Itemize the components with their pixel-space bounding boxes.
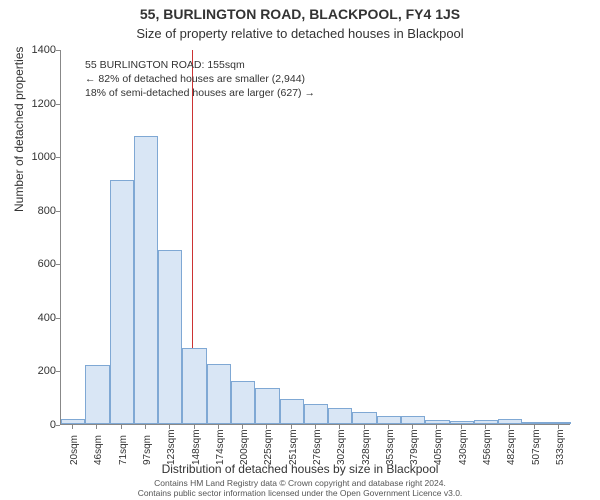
y-tick-label: 1000 <box>16 151 56 163</box>
y-tick-label: 0 <box>16 419 56 431</box>
x-tick-mark <box>461 425 462 429</box>
x-tick-label: 225sqm <box>263 429 274 465</box>
y-tick-label: 200 <box>16 365 56 377</box>
page-subtitle: Size of property relative to detached ho… <box>0 26 600 41</box>
x-tick-mark <box>72 425 73 429</box>
y-tick-mark <box>56 211 60 212</box>
histogram-bar <box>61 419 85 424</box>
y-tick-label: 800 <box>16 205 56 217</box>
footer-attribution: Contains HM Land Registry data © Crown c… <box>0 478 600 498</box>
x-tick-label: 507sqm <box>531 429 542 465</box>
x-tick-mark <box>436 425 437 429</box>
x-tick-mark <box>218 425 219 429</box>
y-tick-mark <box>56 318 60 319</box>
histogram-bar <box>498 419 522 424</box>
chart-infobox: 55 BURLINGTON ROAD: 155sqm ← 82% of deta… <box>85 58 315 101</box>
y-tick-label: 1400 <box>16 44 56 56</box>
histogram-bar <box>401 416 425 424</box>
histogram-bar <box>425 420 449 424</box>
x-tick-label: 200sqm <box>239 429 250 465</box>
y-tick-mark <box>56 104 60 105</box>
histogram-bar <box>522 422 546 424</box>
x-tick-label: 353sqm <box>385 429 396 465</box>
x-tick-label: 302sqm <box>336 429 347 465</box>
histogram-bar <box>110 180 134 424</box>
x-tick-label: 328sqm <box>361 429 372 465</box>
histogram-bar <box>328 408 352 424</box>
y-tick-label: 600 <box>16 258 56 270</box>
x-tick-label: 251sqm <box>288 429 299 465</box>
histogram-bar <box>85 365 109 424</box>
x-tick-label: 20sqm <box>69 435 80 465</box>
histogram-bar <box>304 404 328 424</box>
page-title: 55, BURLINGTON ROAD, BLACKPOOL, FY4 1JS <box>0 6 600 22</box>
x-tick-mark <box>364 425 365 429</box>
y-tick-mark <box>56 157 60 158</box>
x-tick-label: 533sqm <box>555 429 566 465</box>
x-tick-mark <box>145 425 146 429</box>
y-tick-label: 1200 <box>16 98 56 110</box>
histogram-bar <box>280 399 304 424</box>
x-tick-mark <box>96 425 97 429</box>
x-tick-mark <box>266 425 267 429</box>
x-tick-mark <box>194 425 195 429</box>
footer-line1: Contains HM Land Registry data © Crown c… <box>0 478 600 488</box>
x-tick-mark <box>121 425 122 429</box>
histogram-bar <box>255 388 279 424</box>
y-tick-mark <box>56 264 60 265</box>
x-tick-mark <box>169 425 170 429</box>
x-tick-mark <box>291 425 292 429</box>
infobox-line1: 55 BURLINGTON ROAD: 155sqm <box>85 58 315 72</box>
histogram-bar <box>134 136 158 424</box>
infobox-line3: 18% of semi-detached houses are larger (… <box>85 86 315 100</box>
x-tick-mark <box>534 425 535 429</box>
histogram-bar <box>182 348 206 424</box>
x-tick-label: 123sqm <box>166 429 177 465</box>
x-tick-label: 148sqm <box>191 429 202 465</box>
x-tick-mark <box>509 425 510 429</box>
histogram-bar <box>377 416 401 424</box>
y-tick-mark <box>56 371 60 372</box>
x-tick-label: 46sqm <box>93 435 104 465</box>
x-tick-label: 456sqm <box>482 429 493 465</box>
chart-plot-area: 55 BURLINGTON ROAD: 155sqm ← 82% of deta… <box>60 50 570 425</box>
x-tick-label: 71sqm <box>118 435 129 465</box>
x-tick-mark <box>412 425 413 429</box>
x-tick-label: 97sqm <box>142 435 153 465</box>
y-axis-label: Number of detached properties <box>12 47 26 212</box>
y-tick-mark <box>56 50 60 51</box>
x-tick-mark <box>388 425 389 429</box>
x-tick-mark <box>315 425 316 429</box>
x-tick-label: 379sqm <box>409 429 420 465</box>
x-tick-label: 482sqm <box>506 429 517 465</box>
x-tick-label: 276sqm <box>312 429 323 465</box>
x-tick-label: 174sqm <box>215 429 226 465</box>
x-tick-mark <box>485 425 486 429</box>
y-tick-label: 400 <box>16 312 56 324</box>
x-tick-label: 430sqm <box>458 429 469 465</box>
histogram-bar <box>231 381 255 424</box>
histogram-bar <box>158 250 182 424</box>
footer-line2: Contains public sector information licen… <box>0 488 600 498</box>
x-tick-label: 405sqm <box>433 429 444 465</box>
x-tick-mark <box>242 425 243 429</box>
x-tick-mark <box>339 425 340 429</box>
histogram-bar <box>547 422 571 424</box>
histogram-bar <box>450 421 474 424</box>
y-tick-mark <box>56 425 60 426</box>
histogram-bar <box>352 412 376 424</box>
x-tick-mark <box>558 425 559 429</box>
histogram-bar <box>207 364 231 424</box>
histogram-bar <box>474 420 498 424</box>
infobox-line2: ← 82% of detached houses are smaller (2,… <box>85 72 315 86</box>
